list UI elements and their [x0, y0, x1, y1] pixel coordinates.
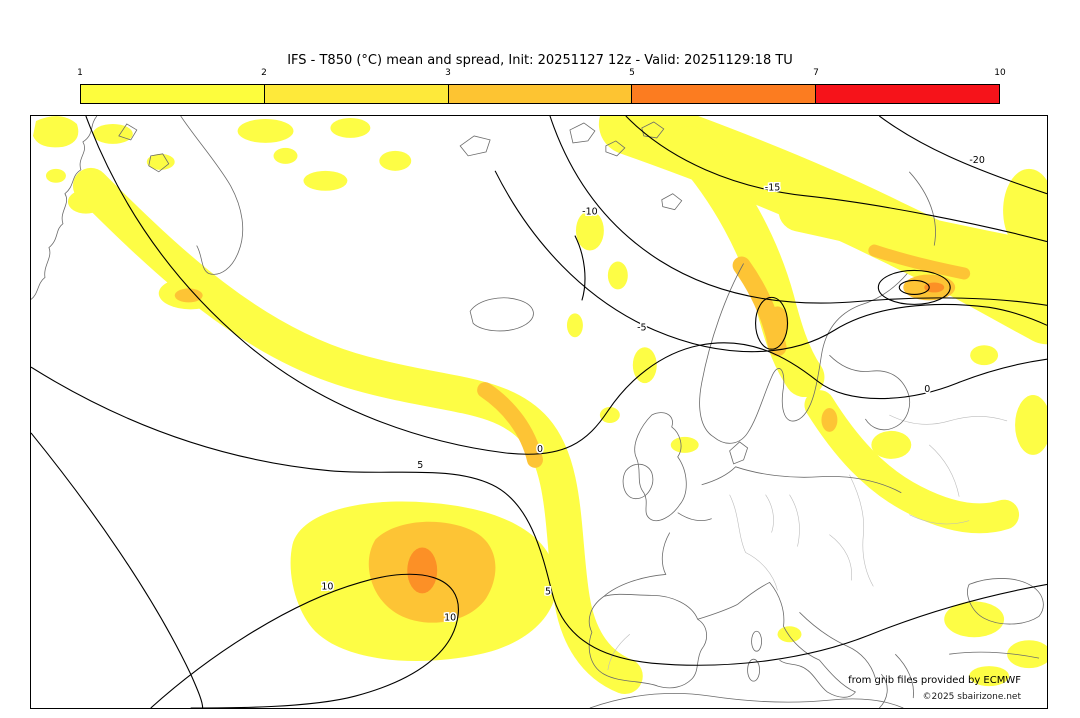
colorbar-segment-2-3	[263, 85, 448, 103]
contour-label: -10	[582, 207, 597, 218]
map-area: -20 -15 -10 -5 0 0 5 5 10 10 from grib f…	[30, 115, 1048, 709]
contour-label: -5	[637, 322, 646, 333]
colorbar-segment-3-5	[447, 85, 632, 103]
credits: from grib files provided by ECMWF ©2025 …	[848, 675, 1021, 702]
colorbar-segment-7-10	[815, 85, 999, 103]
colorbar-tick: 1	[77, 68, 83, 78]
colorbar-tick: 7	[813, 68, 819, 78]
colorbar-tick: 3	[445, 68, 451, 78]
colorbar-tick: 2	[261, 68, 267, 78]
colorbar-tick: 5	[629, 68, 635, 78]
contour-label: 10	[444, 612, 456, 623]
colorbar-segment-5-7	[631, 85, 816, 103]
contour-lines	[31, 116, 1047, 708]
contour-label: 5	[417, 460, 423, 471]
colorbar-tick: 10	[994, 68, 1006, 78]
contour-label: 0	[924, 384, 930, 395]
spread-colorbar	[80, 84, 1000, 104]
credit-site: ©2025 sbairizone.net	[922, 692, 1022, 702]
contour-label: 10	[321, 581, 333, 592]
weather-map-svg: -20 -15 -10 -5 0 0 5 5 10 10	[31, 116, 1047, 708]
credit-ecmwf: from grib files provided by ECMWF	[848, 675, 1021, 686]
spread-shading	[32, 116, 1047, 695]
contour-label: 0	[537, 444, 543, 455]
colorbar-segment-1-2	[81, 85, 264, 103]
colorbar-ticks: 1 2 3 5 7 10	[77, 68, 1006, 80]
contour-label: -20	[969, 155, 984, 166]
chart-title: IFS - T850 (°C) mean and spread, Init: 2…	[287, 53, 793, 68]
contour-labels: -20 -15 -10 -5 0 0 5 5 10 10	[320, 153, 986, 624]
coastlines	[31, 116, 1044, 708]
contour-label: -15	[765, 183, 780, 194]
contour-label: 5	[545, 586, 551, 597]
country-borders	[607, 414, 1008, 671]
